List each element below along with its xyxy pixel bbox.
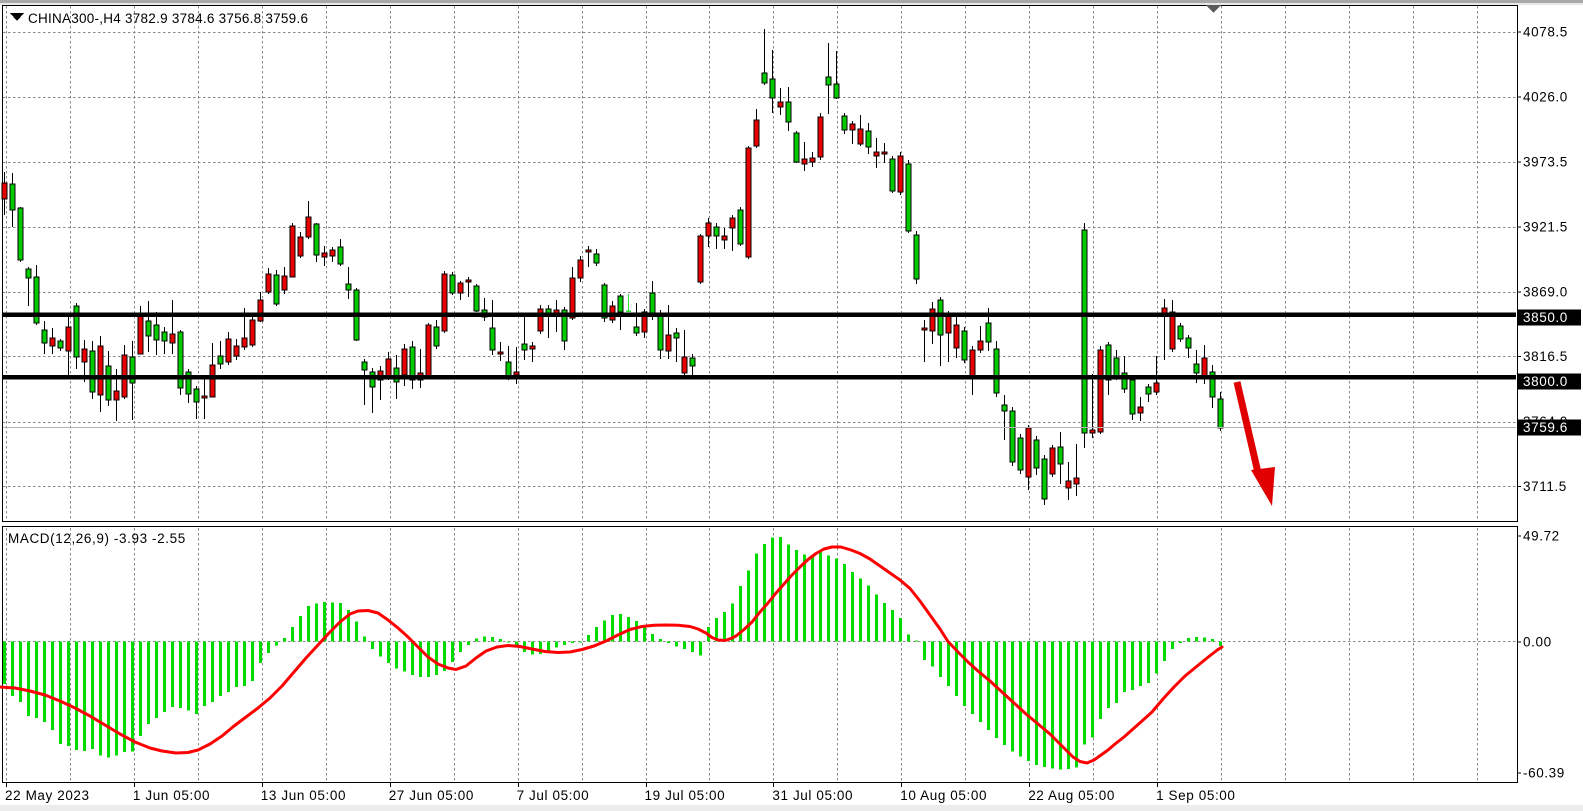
svg-text:49.72: 49.72 (1523, 529, 1560, 544)
svg-text:CHINA300-,H4 3782.9 3784.6 37: CHINA300-,H4 3782.9 3784.6 3756.8 3759.6 (28, 11, 308, 26)
svg-text:13 Jun 05:00: 13 Jun 05:00 (261, 788, 346, 803)
svg-text:10 Aug 05:00: 10 Aug 05:00 (900, 788, 987, 803)
svg-text:3973.5: 3973.5 (1523, 155, 1568, 170)
svg-text:31 Jul 05:00: 31 Jul 05:00 (772, 788, 853, 803)
svg-text:3759.6: 3759.6 (1523, 420, 1568, 435)
svg-text:MACD(12,26,9) -3.93 -2.55: MACD(12,26,9) -3.93 -2.55 (8, 531, 186, 546)
svg-text:1 Sep 05:00: 1 Sep 05:00 (1156, 788, 1235, 803)
svg-text:3850.0: 3850.0 (1523, 310, 1568, 325)
svg-text:22 Aug 05:00: 22 Aug 05:00 (1028, 788, 1115, 803)
svg-text:1 Jun 05:00: 1 Jun 05:00 (133, 788, 210, 803)
svg-text:4026.0: 4026.0 (1523, 90, 1568, 105)
svg-text:19 Jul 05:00: 19 Jul 05:00 (645, 788, 726, 803)
svg-text:27 Jun 05:00: 27 Jun 05:00 (389, 788, 474, 803)
svg-text:7 Jul 05:00: 7 Jul 05:00 (517, 788, 590, 803)
svg-text:3869.0: 3869.0 (1523, 285, 1568, 300)
svg-text:3711.5: 3711.5 (1523, 479, 1567, 494)
svg-text:3921.5: 3921.5 (1523, 220, 1568, 235)
svg-text:4078.5: 4078.5 (1523, 25, 1568, 40)
svg-text:3816.5: 3816.5 (1523, 349, 1568, 364)
svg-text:3800.0: 3800.0 (1523, 374, 1568, 389)
svg-text:0.00: 0.00 (1523, 635, 1552, 650)
svg-text:22 May 2023: 22 May 2023 (5, 788, 90, 803)
svg-text:-60.39: -60.39 (1523, 766, 1565, 781)
